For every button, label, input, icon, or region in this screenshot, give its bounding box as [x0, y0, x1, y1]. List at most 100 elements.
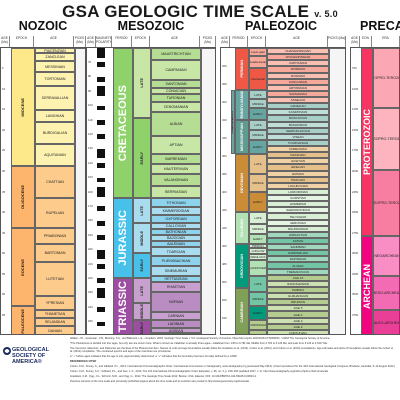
paleozoic-epoch: LATE	[249, 276, 267, 292]
paleozoic-epoch-label: LATE	[254, 123, 262, 127]
cenozoic-epoch: MIOCENE	[11, 48, 35, 166]
paleozoic-epoch-label: Guada-lupian	[249, 60, 267, 64]
magnetic-polarity-band	[97, 331, 105, 334]
paleozoic-epoch: LATE	[249, 120, 267, 130]
mesozoic-age-label: BATHONIAN	[165, 230, 187, 234]
paleozoic-epoch: LATE	[249, 154, 267, 174]
magnetic-polarity-band	[97, 254, 105, 260]
mesozoic-epoch: EARLY	[133, 320, 151, 334]
paleozoic-epoch-label: LATE	[254, 92, 262, 97]
paleozoic-age-label: TREMADOCIAN	[286, 269, 310, 274]
paleozoic-age-label: WUCHIAPINGIAN	[285, 55, 311, 60]
age-tick-label: 30	[2, 168, 6, 173]
paleozoic-period: MISSISSIPPIAN	[235, 120, 249, 154]
paleozoic-age: AGE 5	[267, 305, 329, 312]
mesozoic-epoch: MIDDLE	[133, 223, 151, 253]
mesozoic-age: SINEMURIAN	[151, 266, 201, 276]
magnetic-polarity-band	[97, 86, 105, 92]
paleozoic-age-label: BASHKIRIAN	[288, 122, 308, 127]
paleozoic-age-label: SAKMARIAN	[289, 91, 307, 96]
mesozoic-age: CENOMANIAN	[151, 102, 201, 112]
mesozoic-epoch: LATE	[133, 198, 151, 223]
paleozoic-age: AERONIAN	[267, 219, 329, 226]
age-tick-label: 200	[88, 247, 93, 252]
mesozoic-period: CRETACEOUS	[113, 48, 133, 198]
paleozoic-age: RHUDDANIAN	[267, 225, 329, 232]
age-tick-label: 60	[2, 292, 6, 297]
cenozoic-epoch-label: OLIGOCENE	[20, 184, 25, 209]
cenozoic-age: SELANDIAN	[35, 318, 75, 326]
paleozoic-age: GUZHANGIAN	[267, 293, 329, 300]
paleozoic-period-label: ORDOVICIAN	[240, 253, 244, 279]
mesozoic-age: ALBIAN	[151, 112, 201, 136]
age-tick-label: 5	[2, 66, 4, 71]
age-tick-label: 110	[88, 117, 93, 122]
age-tick-label: 55	[2, 271, 6, 276]
paleozoic-age: VISEAN	[267, 133, 329, 140]
age-tick-label: 360	[222, 153, 227, 158]
age-tick-label: 3250	[352, 271, 359, 276]
mesozoic-age-label: HAUTERIVIAN	[163, 167, 189, 171]
paleozoic-epoch: Epoch 3	[249, 330, 267, 334]
paleozoic-age: FAMENNIAN	[267, 146, 329, 153]
paleozoic-epoch: LLANDOVERY	[249, 260, 267, 276]
cenozoic-age-label: RUPELIAN	[46, 211, 64, 215]
magnetic-polarity-band	[97, 302, 105, 308]
cenozoic-age: THANETIAN	[35, 310, 75, 318]
paleozoic-epoch-label: EARLY	[253, 311, 263, 315]
magnetic-polarity-band	[97, 264, 105, 269]
age-tick-label: 100	[88, 103, 93, 108]
paleozoic-age-label: MOSCOVIAN	[288, 116, 308, 121]
paleozoic-age-label: FAMENNIAN	[289, 147, 307, 152]
paleozoic-age-label: FLOIAN	[292, 263, 304, 268]
cenozoic-age: LUTETIAN	[35, 262, 75, 296]
age-tick-label: 320	[222, 117, 227, 122]
page-title: GSA GEOLOGIC TIME SCALE v. 5.0	[0, 2, 400, 22]
magnetic-polarity-band	[97, 288, 105, 293]
cenozoic-age: AQUITANIAN	[35, 144, 75, 166]
paleozoic-age: DRUMIAN	[267, 299, 329, 306]
paleozoic-epoch-label: LATE	[254, 162, 262, 166]
paleozoic-age: GORSTIAN	[267, 195, 329, 202]
precambrian-era: MESOPRO-TEROZOIC	[373, 108, 399, 170]
magnetic-polarity-band	[97, 326, 105, 332]
paleozoic-panel: 260 280 300 320 340 360 380 400 420 440 460 480 500 5…	[220, 47, 346, 335]
cenozoic-epoch-label: EOCENE	[20, 258, 25, 276]
precambrian-eon: PROTEROZOIC	[361, 48, 373, 236]
age-tick-label: 380	[222, 171, 227, 176]
precambrian-column-headers: AGE (Ma) EON ERA	[350, 36, 400, 47]
paleozoic-age-label: TOURNAISIAN	[287, 140, 309, 145]
mesozoic-age: VALANGINIAN	[151, 174, 201, 186]
paleozoic-age-label: KUNGURIAN	[288, 79, 307, 84]
magnetic-polarity-band	[97, 192, 105, 197]
paleozoic-picks-column	[329, 48, 345, 334]
magnetic-polarity-band	[97, 182, 105, 188]
precambrian-era-label: PALEOPRO-TEROZOIC	[373, 201, 400, 205]
cenozoic-age: CHATTIAN	[35, 166, 75, 198]
paleozoic-age: KASIMOVIAN	[267, 109, 329, 116]
mesozoic-epoch: LATE	[133, 278, 151, 303]
cenozoic-age-label: YPRESIAN	[45, 301, 65, 305]
paleozoic-age-label: KATIAN	[292, 239, 304, 244]
cenozoic-age-label: TORTONIAN	[44, 77, 66, 81]
carboniferous-label-label: CARBONIFEROUS	[231, 110, 234, 134]
cenozoic-age: BURDIGALIAN	[35, 122, 75, 144]
paleozoic-age-label: DRUMIAN	[291, 300, 305, 305]
mesozoic-period: JURASSIC	[113, 198, 133, 278]
header-period: PERIOD	[112, 36, 132, 47]
mesozoic-age: OLENEKIAN	[151, 333, 201, 334]
paleozoic-epoch: EARLY	[249, 108, 267, 120]
mesozoic-age-label: KIMMERIDGIAN	[162, 209, 190, 213]
mesozoic-age-label: LADINIAN	[167, 322, 185, 326]
precambrian-era-label: NEOARCHEAN	[374, 254, 400, 258]
paleozoic-age: HIRNANTIAN	[267, 231, 329, 238]
paleozoic-age: ASSELIAN	[267, 97, 329, 104]
age-tick-label: 190	[88, 232, 93, 237]
paleozoic-age: SAKMARIAN	[267, 90, 329, 98]
paleozoic-period-label: SILURIAN	[240, 219, 244, 237]
paleozoic-age: AGE 4	[267, 311, 329, 318]
paleozoic-epoch: EARLY	[249, 192, 267, 212]
paleozoic-epoch: MIDDLE	[249, 130, 267, 140]
age-tick-label: 540	[222, 315, 227, 320]
mesozoic-age-label: SINEMURIAN	[164, 269, 188, 273]
